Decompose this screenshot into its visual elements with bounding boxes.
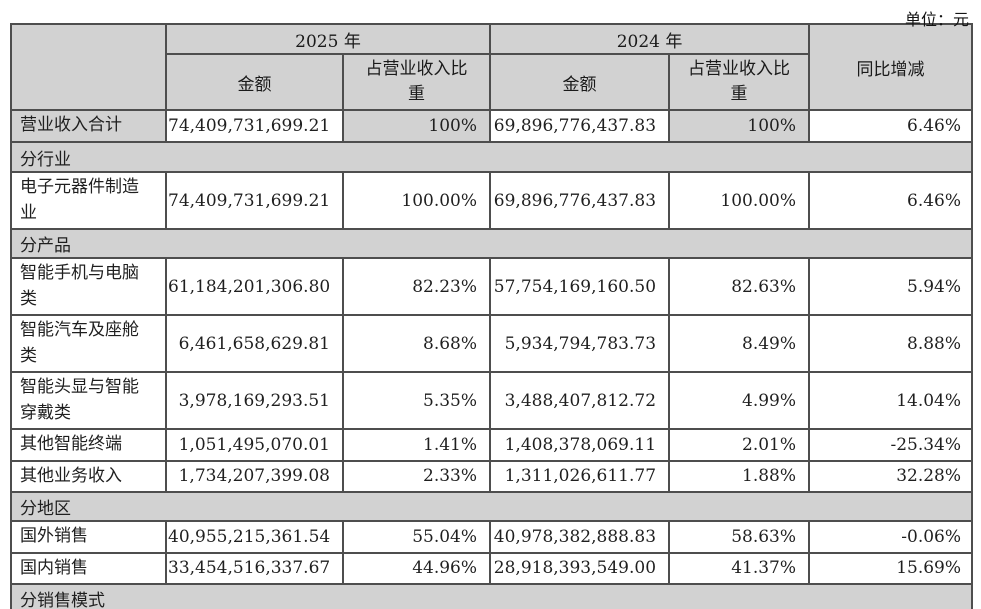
pct-2025-cell: 5.35% bbox=[341, 371, 492, 430]
pct-2025-cell: 100% bbox=[341, 109, 492, 143]
unit-label: 单位：元 bbox=[904, 10, 969, 29]
pct-2025-cell: 82.23% bbox=[341, 257, 492, 316]
row-label-cell: 电子元器件制造业 bbox=[10, 171, 167, 230]
pct-2025-cell: 55.04% bbox=[341, 520, 492, 554]
section-row-by-product: 分产品 bbox=[9, 228, 974, 259]
amount-2024-cell: 28,918,393,549.00 bbox=[489, 551, 671, 585]
yoy-cell: 8.88% bbox=[808, 314, 974, 373]
section-row-by-sales-model: 分销售模式 bbox=[9, 583, 974, 609]
header-row-measures: 金额 占营业收入比 重 金额 占营业收入比 重 bbox=[11, 53, 972, 111]
amount-2025-cell: 40,955,215,361.54 bbox=[165, 520, 344, 554]
table-row-smart-car-cockpit: 智能汽车及座舱类 6,461,658,629.81 8.68% 5,934,79… bbox=[10, 314, 974, 373]
table-row-other-smart-terminals: 其他智能终端 1,051,495,070.01 1.41% 1,408,378,… bbox=[10, 428, 974, 462]
amount-2024-cell: 5,934,794,783.73 bbox=[489, 314, 671, 373]
amount-2025-header: 金额 bbox=[165, 53, 344, 111]
amount-2024-cell: 1,311,026,611.77 bbox=[489, 459, 671, 493]
pct-2024-cell: 2.01% bbox=[668, 428, 811, 462]
amount-2024-cell: 1,408,378,069.11 bbox=[489, 428, 671, 462]
yoy-cell: -0.06% bbox=[808, 520, 974, 554]
section-label: 分产品 bbox=[9, 228, 974, 259]
amount-2024-cell: 40,978,382,888.83 bbox=[489, 520, 671, 554]
corner-blank-cell bbox=[10, 23, 167, 111]
pct-2025-cell: 1.41% bbox=[341, 428, 492, 462]
table-row-total-revenue: 营业收入合计 74,409,731,699.21 100% 69,896,776… bbox=[10, 109, 974, 143]
pct-2024-cell: 41.37% bbox=[668, 551, 811, 585]
section-row-by-region: 分地区 bbox=[9, 491, 974, 522]
section-label: 分行业 bbox=[9, 141, 974, 173]
pct-2024-cell: 58.63% bbox=[668, 520, 811, 554]
section-row-by-industry: 分行业 bbox=[9, 141, 974, 173]
amount-2024-cell: 69,896,776,437.83 bbox=[489, 171, 671, 230]
yoy-cell: 14.04% bbox=[808, 371, 974, 430]
amount-2025-cell: 1,051,495,070.01 bbox=[165, 428, 344, 462]
row-label-cell: 国内销售 bbox=[10, 551, 167, 585]
amount-2024-cell: 57,754,169,160.50 bbox=[489, 257, 671, 316]
amount-2024-header: 金额 bbox=[489, 53, 671, 111]
row-label-cell: 其他业务收入 bbox=[10, 459, 167, 493]
row-label-cell: 营业收入合计 bbox=[10, 109, 167, 143]
pct-2024-cell: 100% bbox=[668, 109, 811, 143]
yoy-cell: 32.28% bbox=[808, 459, 974, 493]
pct-2024-cell: 8.49% bbox=[668, 314, 811, 373]
amount-2025-cell: 61,184,201,306.80 bbox=[165, 257, 344, 316]
pct-2025-cell: 2.33% bbox=[341, 459, 492, 493]
amount-2025-cell: 74,409,731,699.21 bbox=[165, 109, 344, 143]
section-label: 分销售模式 bbox=[9, 583, 974, 609]
table-row-other-business-income: 其他业务收入 1,734,207,399.08 2.33% 1,311,026,… bbox=[10, 459, 974, 493]
yoy-cell: 6.46% bbox=[808, 171, 974, 230]
yoy-cell: 15.69% bbox=[808, 551, 974, 585]
pct-2024-header: 占营业收入比 重 bbox=[668, 53, 811, 111]
yoy-cell: 6.46% bbox=[808, 109, 974, 143]
amount-2024-cell: 69,896,776,437.83 bbox=[489, 109, 671, 143]
amount-2025-cell: 3,978,169,293.51 bbox=[165, 371, 344, 430]
header-row-years: 2025 年 2024 年 同比增减 bbox=[10, 23, 974, 111]
pct-2025-cell: 8.68% bbox=[341, 314, 492, 373]
table-row-smartphones-computers: 智能手机与电脑类 61,184,201,306.80 82.23% 57,754… bbox=[10, 257, 974, 316]
year-2024-header: 2024 年 bbox=[489, 23, 811, 55]
row-label-cell: 国外销售 bbox=[10, 520, 167, 554]
table-row-overseas-sales: 国外销售 40,955,215,361.54 55.04% 40,978,382… bbox=[10, 520, 974, 554]
pct-2024-cell: 82.63% bbox=[668, 257, 811, 316]
amount-2025-cell: 6,461,658,629.81 bbox=[165, 314, 344, 373]
amount-2025-cell: 33,454,516,337.67 bbox=[165, 551, 344, 585]
pct-2025-cell: 100.00% bbox=[341, 171, 492, 230]
pct-2024-cell: 100.00% bbox=[668, 171, 811, 230]
pct-2024-cell: 1.88% bbox=[668, 459, 811, 493]
row-label-cell: 智能头显与智能穿戴类 bbox=[10, 371, 167, 430]
pct-2024-cell: 4.99% bbox=[668, 371, 811, 430]
pct-2025-header: 占营业收入比 重 bbox=[341, 53, 492, 111]
amount-2024-cell: 3,488,407,812.72 bbox=[489, 371, 671, 430]
yoy-header: 同比增减 bbox=[808, 23, 974, 111]
revenue-breakdown-table: 2025 年 2024 年 同比增减 金额 占营业收入比 重 金额 占营业收入比… bbox=[9, 23, 974, 609]
table-row-smart-headset-wearable: 智能头显与智能穿戴类 3,978,169,293.51 5.35% 3,488,… bbox=[10, 371, 974, 430]
amount-2025-cell: 74,409,731,699.21 bbox=[165, 171, 344, 230]
pct-2025-cell: 44.96% bbox=[341, 551, 492, 585]
year-2025-header: 2025 年 bbox=[164, 23, 492, 55]
table-row-electronic-components: 电子元器件制造业 74,409,731,699.21 100.00% 69,89… bbox=[10, 171, 974, 230]
section-label: 分地区 bbox=[9, 491, 974, 522]
row-label-cell: 智能手机与电脑类 bbox=[10, 257, 167, 316]
yoy-cell: 5.94% bbox=[808, 257, 974, 316]
row-label-cell: 智能汽车及座舱类 bbox=[10, 314, 167, 373]
yoy-cell: -25.34% bbox=[808, 428, 974, 462]
row-label-cell: 其他智能终端 bbox=[10, 428, 167, 462]
amount-2025-cell: 1,734,207,399.08 bbox=[165, 459, 344, 493]
table-row-domestic-sales: 国内销售 33,454,516,337.67 44.96% 28,918,393… bbox=[10, 551, 974, 585]
